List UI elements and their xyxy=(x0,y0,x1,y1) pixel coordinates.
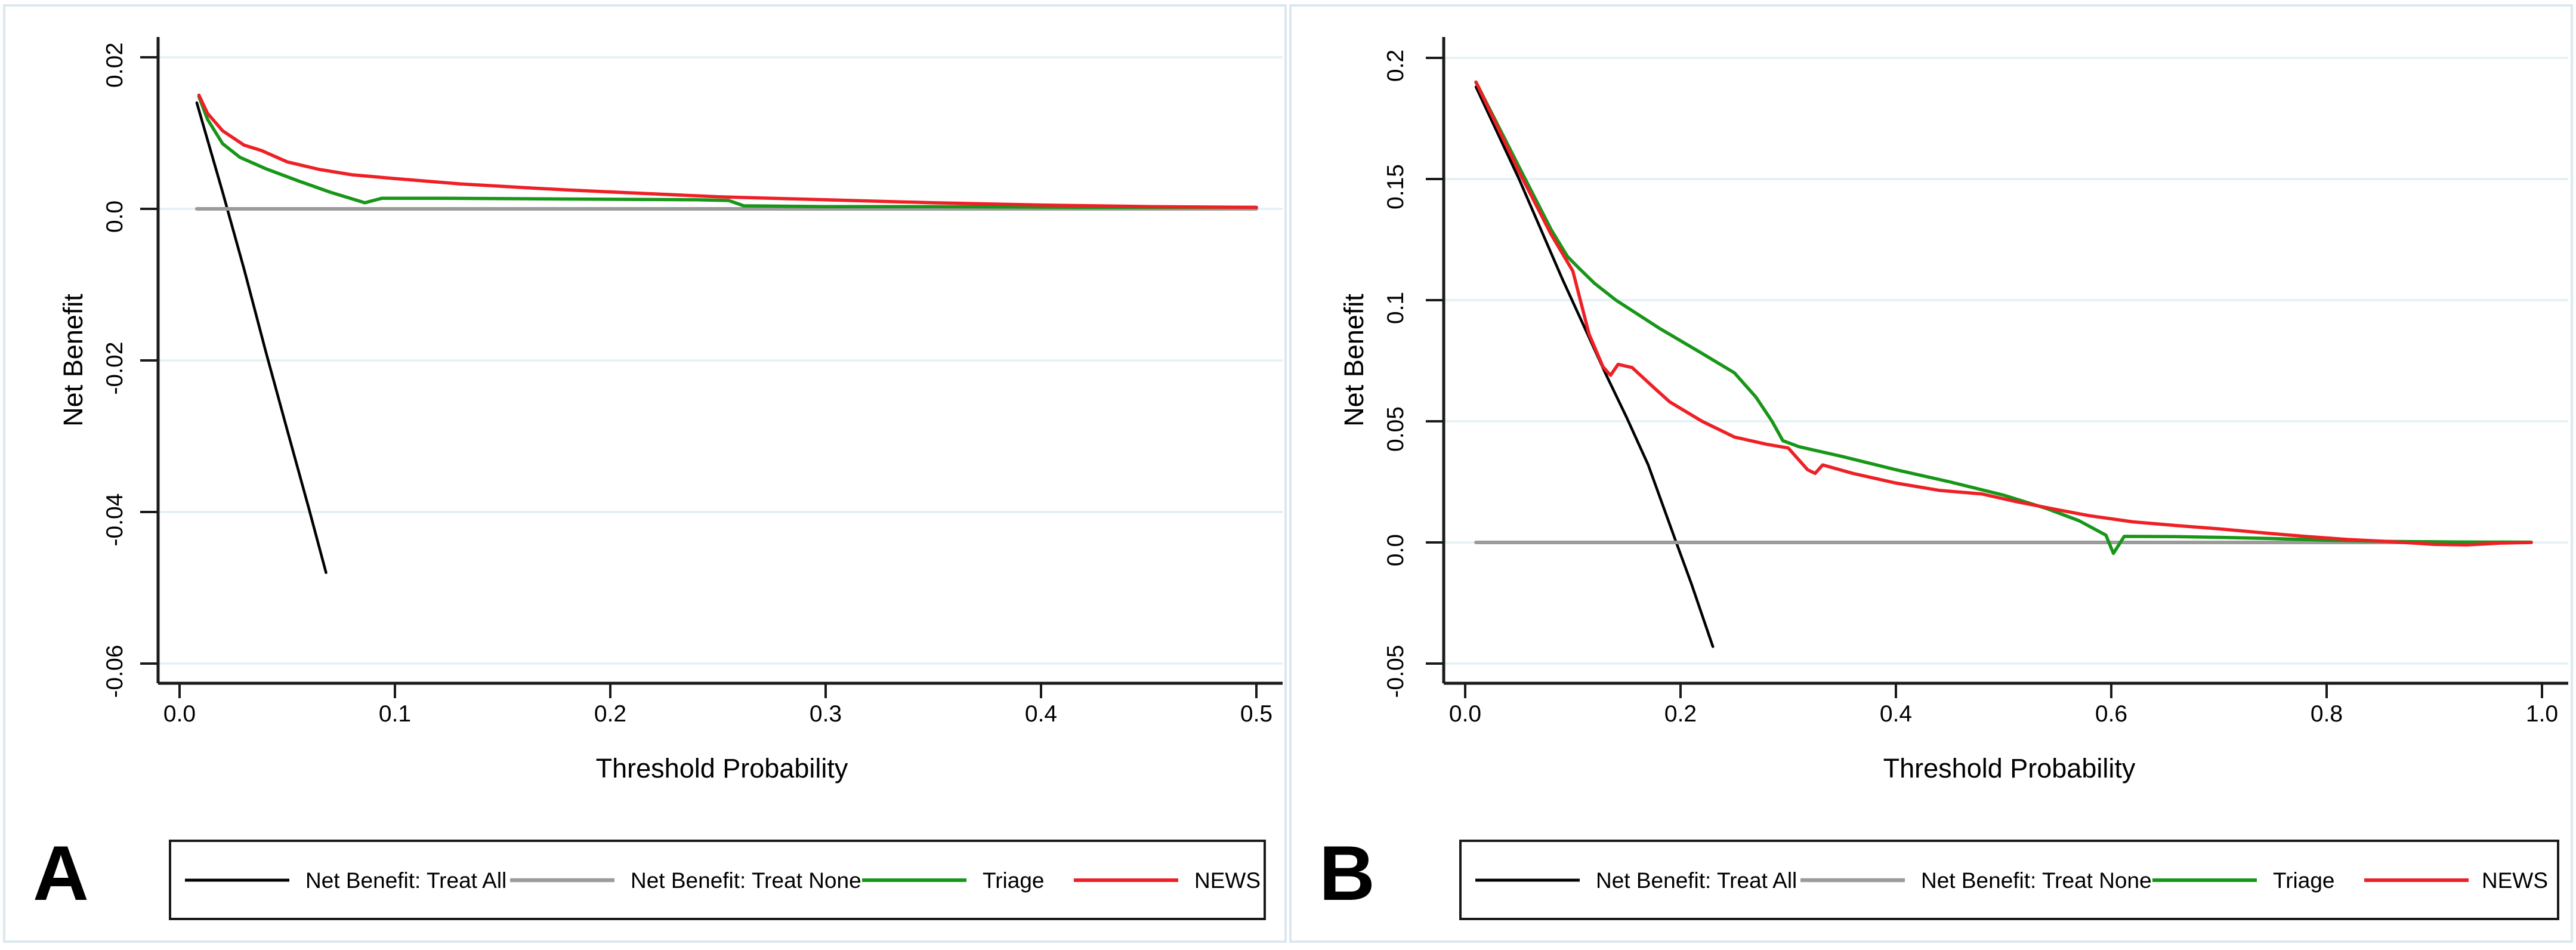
series-line-treat_all xyxy=(195,101,328,574)
legend-label-news: NEWS xyxy=(2482,868,2548,893)
y-tick-label: -0.02 xyxy=(102,342,128,395)
y-tick-label: 0.05 xyxy=(1383,406,1409,452)
legend-label-news: NEWS xyxy=(1194,868,1261,893)
x-axis-title: Threshold Probability xyxy=(1883,753,2136,784)
x-axis-title: Threshold Probability xyxy=(596,753,848,784)
x-tick-label: 0.4 xyxy=(1880,701,1912,727)
y-tick-label: 0.2 xyxy=(1383,50,1409,82)
y-tick-label: -0.05 xyxy=(1383,645,1409,698)
x-tick-label: 0.2 xyxy=(1664,701,1697,727)
x-tick-label: 0.2 xyxy=(594,701,626,727)
y-tick-label: 0.15 xyxy=(1383,164,1409,209)
x-tick-label: 0.6 xyxy=(2095,701,2127,727)
panel-letter-A: A xyxy=(33,829,89,917)
y-tick-label: 0.02 xyxy=(102,42,128,88)
x-tick-label: 0.3 xyxy=(810,701,842,727)
y-axis-title: Net Benefit xyxy=(1339,294,1369,427)
legend-label-treat_none: Net Benefit: Treat None xyxy=(1921,868,2152,893)
legend-label-treat_all: Net Benefit: Treat All xyxy=(1596,868,1797,893)
x-tick-label: 0.4 xyxy=(1025,701,1057,727)
legend-label-treat_all: Net Benefit: Treat All xyxy=(305,868,506,893)
legend-label-treat_none: Net Benefit: Treat None xyxy=(631,868,861,893)
legend-label-triage: Triage xyxy=(983,868,1045,893)
x-tick-label: 0.5 xyxy=(1240,701,1272,727)
panel-letter-B: B xyxy=(1319,829,1375,917)
series-line-triage xyxy=(1474,80,2533,556)
x-tick-label: 0.0 xyxy=(1449,701,1481,727)
x-tick-label: 0.0 xyxy=(163,701,196,727)
series-line-news xyxy=(197,93,1258,209)
panel-B-border xyxy=(1289,4,2573,943)
series-line-treat_all xyxy=(1474,85,1715,648)
y-tick-label: -0.06 xyxy=(102,645,128,698)
y-tick-label: -0.04 xyxy=(102,493,128,547)
legend-label-triage: Triage xyxy=(2273,868,2335,893)
series-line-triage xyxy=(197,95,1258,209)
x-tick-label: 0.8 xyxy=(2311,701,2343,727)
x-tick-label: 0.1 xyxy=(379,701,411,727)
x-tick-label: 1.0 xyxy=(2526,701,2558,727)
y-tick-label: 0.0 xyxy=(102,201,128,233)
y-tick-label: 0.1 xyxy=(1383,292,1409,324)
y-axis-title: Net Benefit xyxy=(58,294,88,427)
series-line-news xyxy=(1474,80,2533,547)
panel-A-border xyxy=(3,4,1287,943)
y-tick-label: 0.0 xyxy=(1383,534,1409,566)
